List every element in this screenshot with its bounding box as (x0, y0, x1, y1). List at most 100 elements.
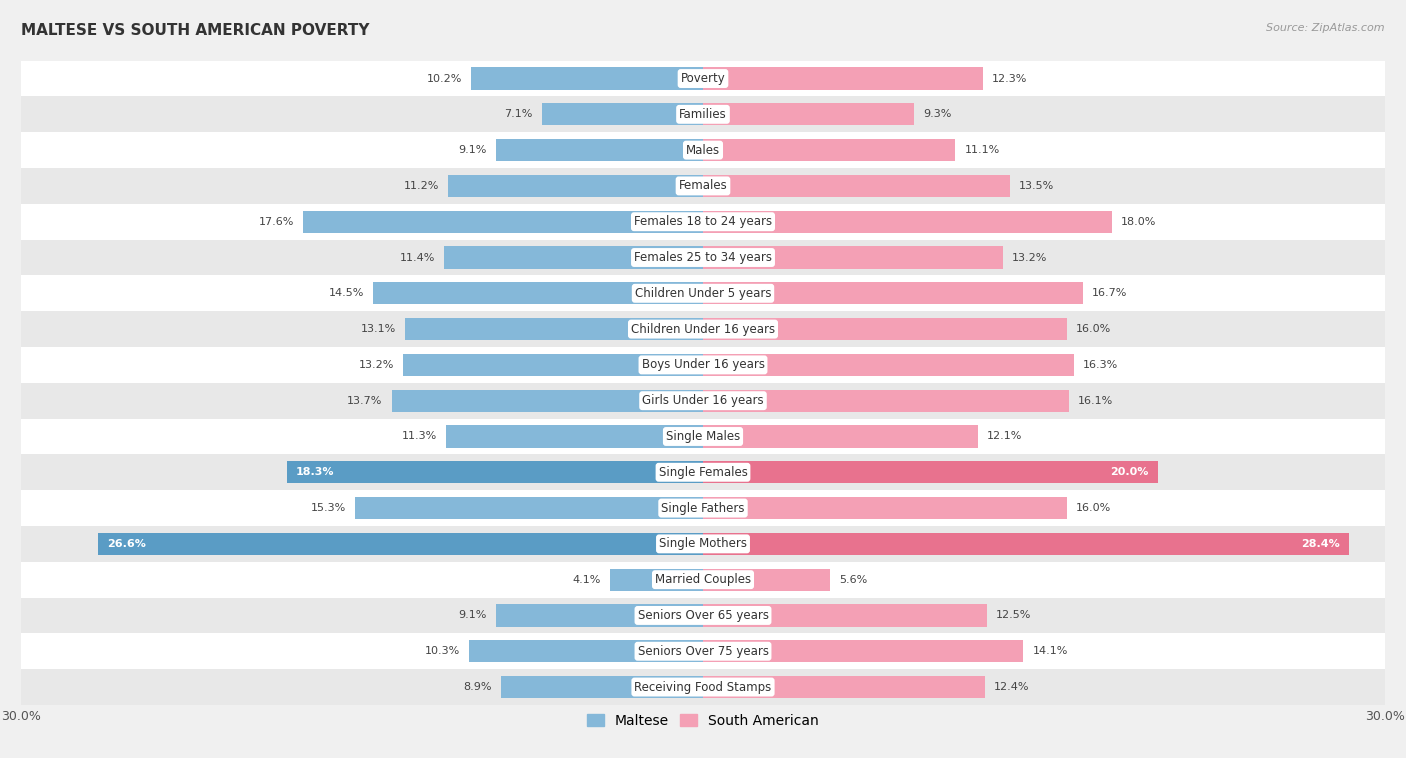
Text: 13.5%: 13.5% (1019, 181, 1054, 191)
Text: 13.2%: 13.2% (1012, 252, 1047, 262)
Text: Single Males: Single Males (666, 430, 740, 443)
Text: 7.1%: 7.1% (505, 109, 533, 119)
Text: Females: Females (679, 180, 727, 193)
Bar (703, 246, 1002, 268)
Bar (468, 641, 703, 662)
Bar (0, 526, 1406, 562)
Text: 12.4%: 12.4% (994, 682, 1029, 692)
Text: Females 18 to 24 years: Females 18 to 24 years (634, 215, 772, 228)
Bar (501, 676, 703, 698)
Bar (0, 347, 1406, 383)
Text: Families: Families (679, 108, 727, 121)
Text: 9.1%: 9.1% (458, 145, 486, 155)
Bar (0, 418, 1406, 454)
Bar (703, 318, 1067, 340)
Bar (703, 175, 1010, 197)
Text: 16.3%: 16.3% (1083, 360, 1118, 370)
Text: 14.5%: 14.5% (329, 288, 364, 299)
Bar (0, 634, 1406, 669)
Text: Children Under 16 years: Children Under 16 years (631, 323, 775, 336)
Bar (703, 604, 987, 627)
Bar (392, 390, 703, 412)
Text: Receiving Food Stamps: Receiving Food Stamps (634, 681, 772, 694)
Text: Poverty: Poverty (681, 72, 725, 85)
Bar (703, 390, 1069, 412)
Bar (496, 604, 703, 627)
Text: 12.3%: 12.3% (991, 74, 1026, 83)
Bar (703, 425, 979, 447)
Text: Married Couples: Married Couples (655, 573, 751, 586)
Text: Source: ZipAtlas.com: Source: ZipAtlas.com (1267, 23, 1385, 33)
Bar (703, 641, 1024, 662)
Text: Seniors Over 75 years: Seniors Over 75 years (637, 645, 769, 658)
Text: Single Fathers: Single Fathers (661, 502, 745, 515)
Bar (703, 533, 1348, 555)
Text: 14.1%: 14.1% (1032, 647, 1069, 656)
Bar (0, 61, 1406, 96)
Bar (444, 246, 703, 268)
Bar (404, 354, 703, 376)
Bar (0, 312, 1406, 347)
Bar (703, 67, 983, 89)
Bar (0, 454, 1406, 490)
Text: 10.3%: 10.3% (425, 647, 460, 656)
Bar (446, 425, 703, 447)
Text: 17.6%: 17.6% (259, 217, 294, 227)
Text: 16.1%: 16.1% (1078, 396, 1114, 406)
Text: 20.0%: 20.0% (1111, 467, 1149, 478)
Text: 11.2%: 11.2% (404, 181, 439, 191)
Text: Boys Under 16 years: Boys Under 16 years (641, 359, 765, 371)
Bar (610, 568, 703, 590)
Text: MALTESE VS SOUTH AMERICAN POVERTY: MALTESE VS SOUTH AMERICAN POVERTY (21, 23, 370, 38)
Bar (0, 490, 1406, 526)
Bar (703, 139, 955, 161)
Text: 11.3%: 11.3% (402, 431, 437, 441)
Text: 13.2%: 13.2% (359, 360, 394, 370)
Bar (703, 282, 1083, 305)
Bar (0, 204, 1406, 240)
Bar (287, 461, 703, 484)
Bar (302, 211, 703, 233)
Text: 28.4%: 28.4% (1301, 539, 1340, 549)
Text: 9.3%: 9.3% (924, 109, 952, 119)
Bar (0, 275, 1406, 312)
Bar (703, 211, 1112, 233)
Text: 5.6%: 5.6% (839, 575, 868, 584)
Bar (449, 175, 703, 197)
Text: 15.3%: 15.3% (311, 503, 346, 513)
Bar (0, 96, 1406, 132)
Text: Girls Under 16 years: Girls Under 16 years (643, 394, 763, 407)
Text: 12.1%: 12.1% (987, 431, 1022, 441)
Text: 10.2%: 10.2% (426, 74, 463, 83)
Text: 13.1%: 13.1% (361, 324, 396, 334)
Bar (703, 568, 831, 590)
Bar (703, 354, 1074, 376)
Text: 4.1%: 4.1% (572, 575, 600, 584)
Text: Seniors Over 65 years: Seniors Over 65 years (637, 609, 769, 622)
Text: 18.3%: 18.3% (297, 467, 335, 478)
Text: Single Females: Single Females (658, 465, 748, 479)
Bar (0, 168, 1406, 204)
Bar (0, 562, 1406, 597)
Bar (703, 676, 984, 698)
Bar (356, 497, 703, 519)
Bar (0, 597, 1406, 634)
Text: Children Under 5 years: Children Under 5 years (634, 287, 772, 300)
Legend: Maltese, South American: Maltese, South American (582, 708, 824, 734)
Text: Single Mothers: Single Mothers (659, 537, 747, 550)
Text: 11.1%: 11.1% (965, 145, 1000, 155)
Bar (496, 139, 703, 161)
Bar (374, 282, 703, 305)
Text: 11.4%: 11.4% (399, 252, 434, 262)
Bar (703, 497, 1067, 519)
Text: Females 25 to 34 years: Females 25 to 34 years (634, 251, 772, 264)
Bar (405, 318, 703, 340)
Text: 18.0%: 18.0% (1121, 217, 1157, 227)
Bar (703, 461, 1157, 484)
Bar (703, 103, 914, 125)
Bar (541, 103, 703, 125)
Text: 16.7%: 16.7% (1091, 288, 1128, 299)
Text: 12.5%: 12.5% (997, 610, 1032, 621)
Text: 16.0%: 16.0% (1076, 324, 1111, 334)
Bar (0, 132, 1406, 168)
